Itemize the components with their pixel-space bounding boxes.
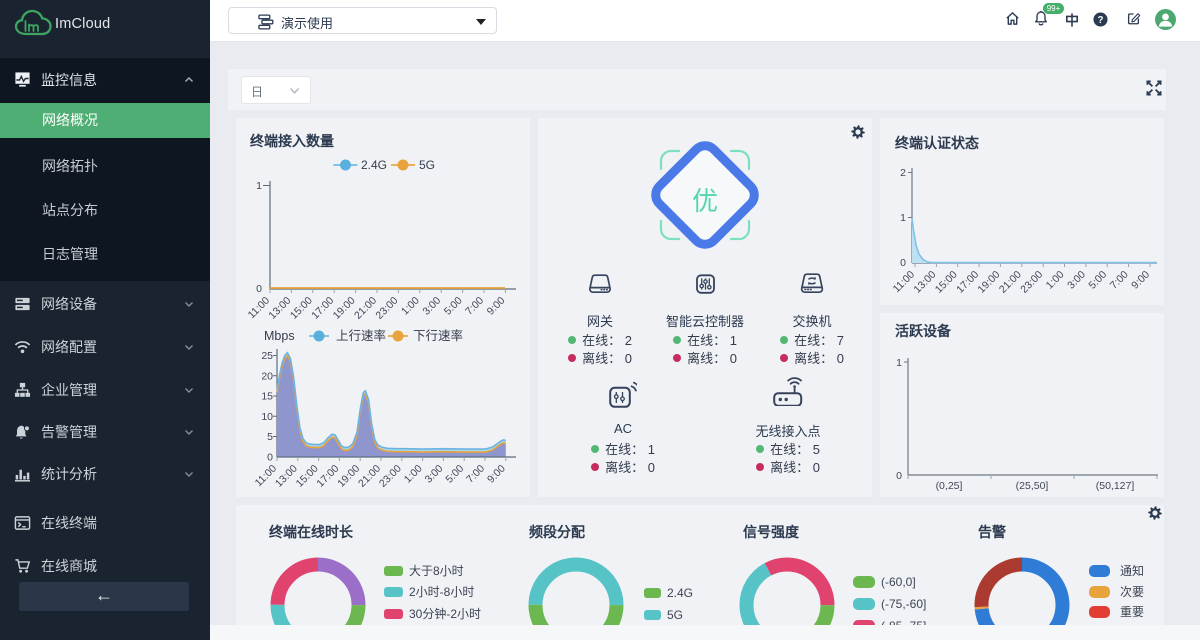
svg-text:2.4G: 2.4G	[361, 158, 387, 172]
svg-text:1:00: 1:00	[402, 463, 425, 486]
svg-text:21:00: 21:00	[352, 295, 379, 322]
svg-text:(25,50]: (25,50]	[1016, 480, 1049, 492]
svg-text:9:00: 9:00	[485, 295, 508, 318]
svg-text:5:00: 5:00	[442, 295, 465, 318]
svg-text:5G: 5G	[667, 608, 683, 622]
svg-text:15: 15	[261, 391, 273, 403]
svg-text:1: 1	[256, 180, 262, 192]
svg-text:通知: 通知	[1120, 564, 1144, 578]
svg-text:0: 0	[256, 283, 262, 295]
svg-text:3:00: 3:00	[1065, 269, 1088, 292]
svg-text:11:00: 11:00	[891, 269, 918, 296]
svg-text:9:00: 9:00	[1129, 269, 1152, 292]
svg-text:25: 25	[261, 350, 273, 362]
svg-text:23:00: 23:00	[1018, 269, 1045, 296]
svg-text:(50,127]: (50,127]	[1096, 480, 1135, 492]
svg-text:0: 0	[900, 257, 906, 269]
svg-text:(-85,-75]: (-85,-75]	[881, 619, 926, 625]
svg-text:15:00: 15:00	[933, 269, 960, 296]
svg-text:30分钟-2小时: 30分钟-2小时	[409, 606, 481, 621]
svg-text:13:00: 13:00	[266, 295, 293, 322]
svg-text:19:00: 19:00	[331, 295, 358, 322]
svg-text:5G: 5G	[419, 158, 435, 172]
svg-text:1:00: 1:00	[1044, 269, 1067, 292]
svg-text:17:00: 17:00	[954, 269, 981, 296]
svg-text:大于8小时: 大于8小时	[409, 564, 464, 578]
svg-text:5: 5	[267, 431, 273, 443]
svg-text:7:00: 7:00	[464, 463, 487, 486]
svg-text:下行速率: 下行速率	[413, 328, 463, 343]
svg-text:5:00: 5:00	[1086, 269, 1109, 292]
svg-text:7:00: 7:00	[463, 295, 486, 318]
svg-text:(0,25]: (0,25]	[936, 480, 963, 492]
svg-text:15:00: 15:00	[288, 295, 315, 322]
svg-text:19:00: 19:00	[975, 269, 1002, 296]
svg-text:2.4G: 2.4G	[667, 586, 693, 600]
svg-text:13:00: 13:00	[273, 463, 300, 490]
svg-text:7:00: 7:00	[1108, 269, 1131, 292]
svg-text:15:00: 15:00	[294, 463, 321, 490]
svg-text:9:00: 9:00	[485, 463, 508, 486]
svg-text:3:00: 3:00	[420, 295, 443, 318]
svg-text:(-60,0]: (-60,0]	[881, 575, 916, 589]
svg-text:(-75,-60]: (-75,-60]	[881, 597, 926, 611]
svg-text:?: ?	[1098, 15, 1104, 26]
svg-text:11:00: 11:00	[246, 295, 273, 322]
svg-text:上行速率: 上行速率	[336, 328, 386, 343]
svg-text:3:00: 3:00	[423, 463, 446, 486]
svg-text:13:00: 13:00	[911, 269, 938, 296]
svg-text:2小时-8小时: 2小时-8小时	[409, 585, 474, 599]
svg-text:1: 1	[900, 212, 906, 224]
svg-text:1:00: 1:00	[399, 295, 422, 318]
svg-text:次要: 次要	[1120, 585, 1144, 599]
svg-text:20: 20	[261, 370, 273, 382]
svg-text:10: 10	[261, 411, 273, 423]
svg-text:19:00: 19:00	[335, 463, 362, 490]
svg-text:23:00: 23:00	[377, 463, 404, 490]
svg-text:1: 1	[896, 357, 902, 369]
svg-text:23:00: 23:00	[373, 295, 400, 322]
svg-text:重要: 重要	[1120, 605, 1144, 619]
svg-text:17:00: 17:00	[314, 463, 341, 490]
svg-text:2: 2	[900, 167, 906, 179]
svg-text:0: 0	[267, 451, 273, 463]
svg-text:21:00: 21:00	[997, 269, 1024, 296]
svg-text:21:00: 21:00	[356, 463, 383, 490]
svg-text:0: 0	[896, 470, 902, 482]
svg-text:5:00: 5:00	[443, 463, 466, 486]
svg-text:17:00: 17:00	[309, 295, 336, 322]
svg-text:Mbps: Mbps	[264, 329, 295, 343]
svg-text:11:00: 11:00	[253, 463, 280, 490]
